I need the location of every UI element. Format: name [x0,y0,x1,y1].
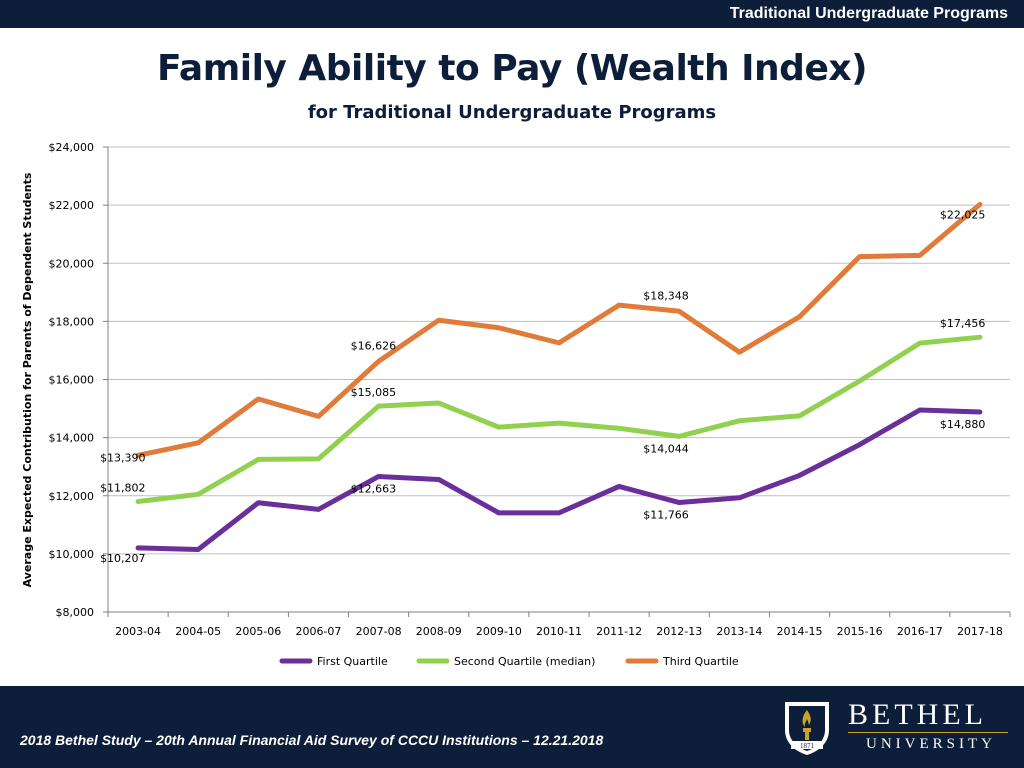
logo-wordmark: BETHEL [848,698,987,731]
data-label: $15,085 [351,386,397,399]
x-tick-label: 2013-14 [716,625,762,638]
logo-divider [848,732,1008,733]
logo-subtitle: UNIVERSITY [866,736,996,752]
data-label: $14,044 [643,442,689,455]
x-tick-label: 2012-13 [656,625,702,638]
x-tick-label: 2015-16 [837,625,883,638]
y-tick-label: $12,000 [49,490,95,503]
chart-legend: First Quartile Second Quartile (median) Th… [279,655,739,668]
data-label: $11,766 [643,509,689,522]
footer-bar: 2018 Bethel Study – 20th Annual Financia… [0,686,1024,768]
y-axis-title: Average Expected Contribution for Parent… [21,172,34,587]
x-tick-label: 2003-04 [115,625,161,638]
series-line-1 [135,407,983,553]
data-label: $18,348 [643,289,689,302]
data-label: $10,207 [100,552,146,565]
x-tick-label: 2007-08 [356,625,402,638]
axes: $8,000 $10,000 $12,000 $14,000 $16,000 $18,00… [49,141,1011,638]
data-label: $16,626 [351,339,397,352]
y-tick-label: $20,000 [49,257,95,270]
data-label: $22,025 [940,208,986,221]
torch-shield-icon: 1871 [785,702,829,755]
legend-label: First Quartile [317,655,388,668]
data-labels: $10,207 $12,663 $11,766 $14,880 $11,802 $15,0… [100,208,985,564]
series-line-3 [135,201,983,458]
x-tick-label: 2017-18 [957,625,1003,638]
y-tick-label: $8,000 [56,606,95,619]
x-tick-label: 2008-09 [416,625,462,638]
series-line-2 [135,334,983,505]
slide-subtitle: for Traditional Undergraduate Programs [307,102,717,123]
series-lines [135,201,983,553]
y-tick-label: $22,000 [49,199,95,212]
data-label: $11,802 [100,482,146,495]
y-tick-label: $24,000 [49,141,95,154]
x-tick-label: 2016-17 [897,625,943,638]
x-tick-label: 2010-11 [536,625,582,638]
y-tick-label: $10,000 [49,548,95,561]
data-label: $17,456 [940,317,986,330]
data-label: $12,663 [351,482,397,495]
x-tick-label: 2006-07 [295,625,341,638]
gridlines [108,146,1010,613]
x-tick-label: 2004-05 [175,625,221,638]
logo-year: 1871 [800,742,815,750]
header-title: Traditional Undergraduate Programs [729,5,1008,22]
slide-title: Family Ability to Pay (Wealth Index) [156,48,868,89]
top-header-bar: Traditional Undergraduate Programs [0,0,1024,28]
x-tick-label: 2014-15 [777,625,823,638]
y-tick-label: $18,000 [49,315,95,328]
line-chart: $8,000 $10,000 $12,000 $14,000 $16,000 $18,00… [21,141,1011,668]
x-tick-label: 2009-10 [476,625,522,638]
y-tick-label: $16,000 [49,374,95,387]
x-tick-label: 2005-06 [235,625,281,638]
x-tick-label: 2011-12 [596,625,642,638]
data-label: $13,390 [100,451,146,464]
legend-label: Third Quartile [662,655,739,668]
footer-citation: 2018 Bethel Study – 20th Annual Financia… [20,732,604,748]
data-label: $14,880 [940,418,986,431]
legend-label: Second Quartile (median) [454,655,595,668]
y-tick-label: $14,000 [49,432,95,445]
